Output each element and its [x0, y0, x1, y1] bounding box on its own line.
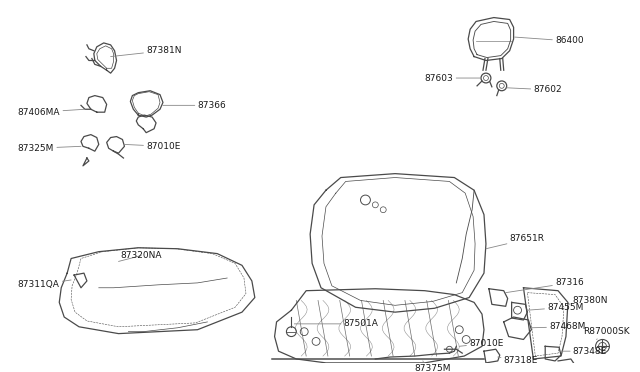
Text: 87318E: 87318E — [498, 356, 538, 365]
Text: 87366: 87366 — [163, 101, 227, 110]
Text: 86400: 86400 — [515, 36, 584, 45]
Text: 87501A: 87501A — [294, 319, 379, 328]
Text: 87380N: 87380N — [568, 296, 609, 305]
Text: 87381N: 87381N — [111, 46, 182, 57]
Text: 87316: 87316 — [506, 278, 584, 293]
Text: 87406MA: 87406MA — [18, 108, 85, 117]
Text: 87603: 87603 — [425, 74, 481, 83]
Text: 87455M: 87455M — [527, 303, 584, 312]
Text: 87010E: 87010E — [460, 339, 504, 348]
Text: 87010E: 87010E — [124, 142, 180, 151]
Text: 87602: 87602 — [507, 85, 562, 94]
Text: 87325M: 87325M — [18, 144, 81, 153]
Text: 87375M: 87375M — [415, 361, 451, 372]
Text: 87010D: 87010D — [0, 371, 1, 372]
Text: R87000SK: R87000SK — [583, 327, 629, 340]
Text: 87320NA: 87320NA — [118, 251, 162, 262]
Text: 87311QA: 87311QA — [18, 280, 71, 289]
Text: 87348E: 87348E — [561, 347, 607, 356]
Text: 87651R: 87651R — [486, 234, 545, 249]
Text: 87468M: 87468M — [531, 322, 586, 331]
